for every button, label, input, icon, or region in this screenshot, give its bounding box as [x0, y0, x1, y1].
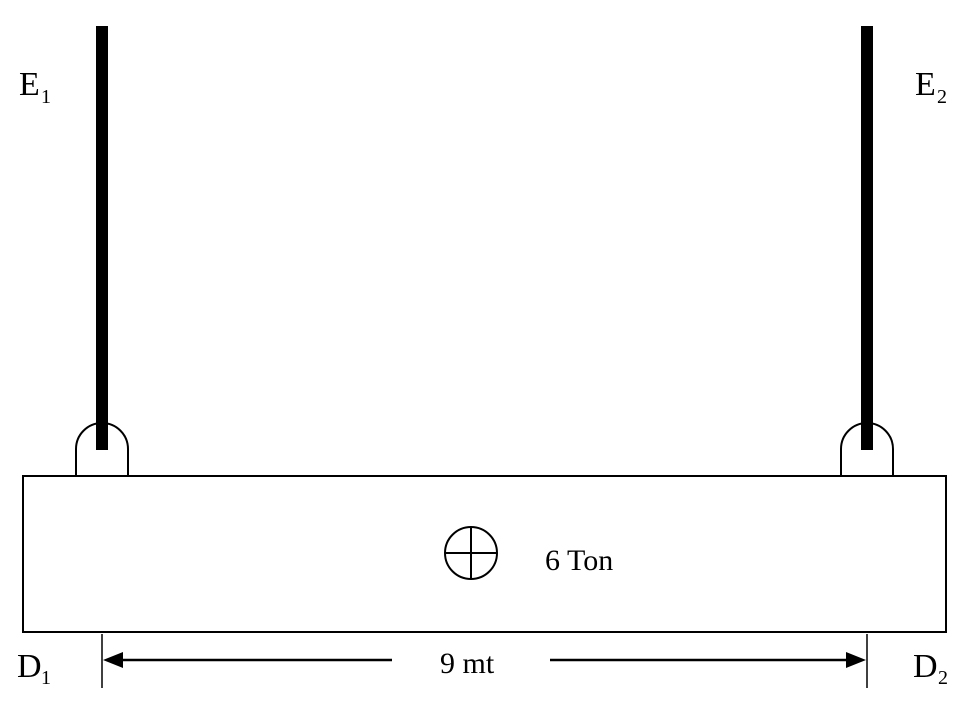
left-sling [96, 26, 108, 450]
svg-text:D: D [17, 648, 42, 685]
label-e2: E 2 [915, 66, 947, 108]
span-label: 9 mt [440, 647, 495, 680]
label-d2: D 2 [913, 648, 948, 689]
svg-text:2: 2 [938, 667, 948, 689]
svg-text:1: 1 [41, 86, 51, 108]
label-e1: E 1 [19, 66, 51, 108]
svg-text:E: E [915, 66, 936, 103]
svg-text:2: 2 [937, 86, 947, 108]
load-label: 6 Ton [545, 544, 613, 577]
right-sling-end [861, 423, 873, 450]
arrowhead-left-icon [103, 652, 123, 668]
left-sling-end [96, 423, 108, 450]
right-sling [861, 26, 873, 450]
arrowhead-right-icon [846, 652, 866, 668]
label-d1: D 1 [17, 648, 51, 689]
load-beam [22, 475, 947, 633]
svg-text:D: D [913, 648, 938, 685]
circle-cross-icon [444, 526, 498, 580]
svg-text:E: E [19, 66, 40, 103]
svg-text:1: 1 [41, 667, 51, 689]
